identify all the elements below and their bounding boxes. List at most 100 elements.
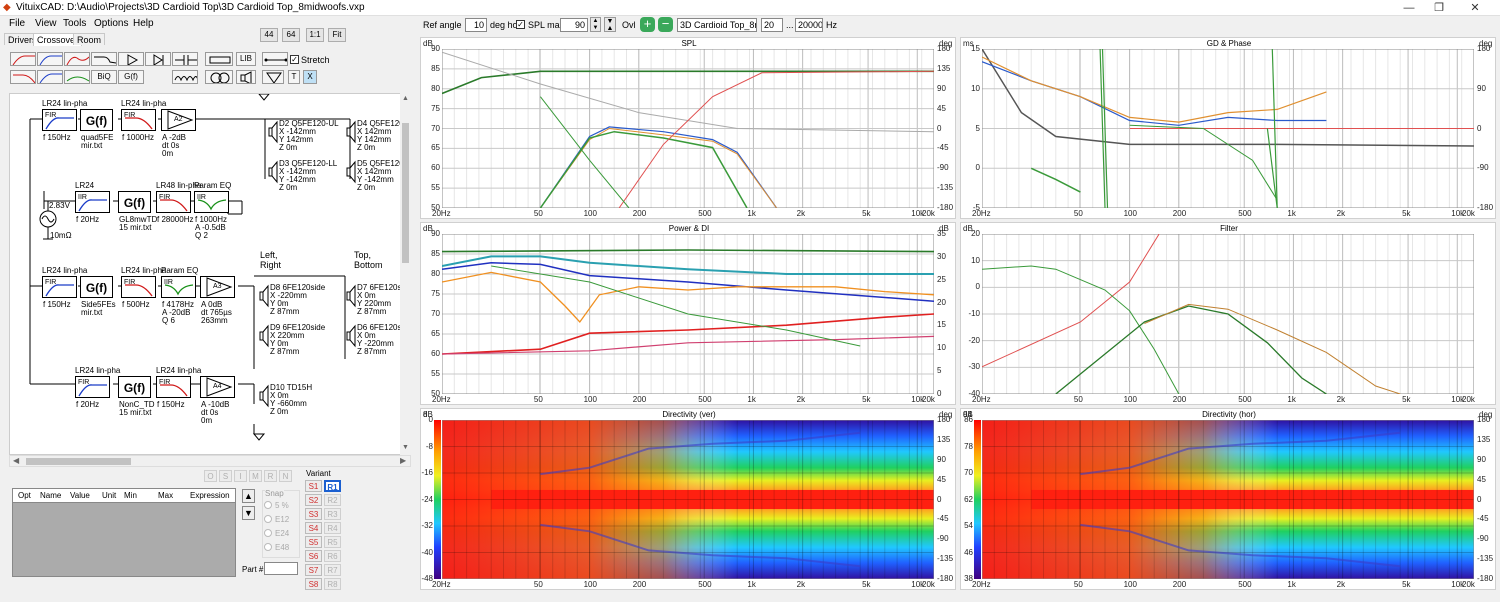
- biquad-tool[interactable]: BiQ: [91, 70, 117, 84]
- crossover-block-gf[interactable]: G(f): [80, 109, 113, 131]
- variant-r-button[interactable]: R8: [324, 578, 341, 590]
- bp-filter-tool[interactable]: [37, 52, 63, 66]
- crossover-block-hp[interactable]: IIR: [75, 191, 110, 213]
- ground-tool[interactable]: [262, 70, 284, 84]
- schematic-horizontal-scrollbar[interactable]: ◀ ▶: [9, 455, 411, 467]
- capacitor-tool[interactable]: [172, 52, 198, 66]
- speaker-driver-icon[interactable]: [346, 284, 356, 310]
- resistor-tool[interactable]: [205, 52, 233, 66]
- spl-max-spinner[interactable]: ▲ ▼: [590, 17, 601, 32]
- hp-filter-tool[interactable]: [10, 52, 36, 66]
- variant-r-button[interactable]: R2: [324, 494, 341, 506]
- crossover-block-lp[interactable]: FIR: [121, 109, 156, 131]
- lp2-filter-tool[interactable]: [37, 70, 63, 84]
- transformer-tool[interactable]: [205, 70, 233, 84]
- gf-tool[interactable]: G(f): [118, 70, 144, 84]
- variant-s-button[interactable]: S5: [305, 536, 322, 548]
- freq-to-input[interactable]: 20000: [795, 18, 823, 32]
- crossover-block-hp[interactable]: FIR: [42, 276, 77, 298]
- menu-view[interactable]: View: [35, 18, 57, 29]
- plot-area[interactable]: [982, 420, 1474, 579]
- variant-r-button[interactable]: R5: [324, 536, 341, 548]
- variant-r-button[interactable]: R7: [324, 564, 341, 576]
- overlay-select[interactable]: 3D Cardioid Top_8midw: [677, 18, 757, 32]
- scale-64-button[interactable]: 64: [282, 28, 300, 42]
- shelf-tool[interactable]: [91, 52, 117, 66]
- freq-from-input[interactable]: 20: [761, 18, 783, 32]
- menu-tools[interactable]: Tools: [63, 18, 87, 29]
- variant-r-button[interactable]: R4: [324, 522, 341, 534]
- add-overlay-icon[interactable]: +: [640, 17, 655, 32]
- chart-panel-dir-hor[interactable]: Directivity (hor) dB deg 86 78 70 62 54 46 38 180 1…: [960, 408, 1496, 590]
- crossover-block-gf[interactable]: G(f): [80, 276, 113, 298]
- delete-tool[interactable]: X: [303, 70, 317, 84]
- chart-panel-dir-ver[interactable]: Directivity (ver) dB deg 0 -8 -16 -24 -32 -40 -48…: [420, 408, 956, 590]
- peq-tool[interactable]: [64, 70, 90, 84]
- chart-panel-spl[interactable]: SPL dB deg 90 85 80 75 70 65 60 55 50 180 135 90 45 0 -45…: [420, 37, 956, 219]
- variant-r-button[interactable]: R1: [324, 480, 341, 492]
- opt-mode-button-m[interactable]: M: [249, 470, 262, 482]
- speaker-driver-icon[interactable]: [346, 160, 356, 186]
- plot-area[interactable]: [982, 49, 1474, 208]
- variant-s-button[interactable]: S7: [305, 564, 322, 576]
- part-number-input[interactable]: [264, 562, 298, 575]
- crossover-block-gf[interactable]: G(f): [118, 376, 151, 398]
- opt-mode-button-r[interactable]: R: [264, 470, 277, 482]
- speaker-driver-icon[interactable]: [259, 324, 269, 350]
- crossover-block-eq[interactable]: IIR: [161, 276, 196, 298]
- play-tool[interactable]: [118, 52, 144, 66]
- minimize-button[interactable]: —: [1403, 2, 1415, 14]
- variant-s-button[interactable]: S3: [305, 508, 322, 520]
- spl-max-checkbox[interactable]: ✓: [516, 20, 525, 29]
- crossover-block-lp[interactable]: FIR: [156, 191, 191, 213]
- snap-radio[interactable]: [264, 501, 272, 509]
- speaker-driver-icon[interactable]: [346, 120, 356, 146]
- chart-panel-filter[interactable]: Filter dB 20 10 0 -10 -20 -30 -40 20Hz 50 100 200 500…: [960, 222, 1496, 405]
- chart-panel-gd[interactable]: GD & Phase ms deg 15 10 5 0 -5 180 90 0 -90 -180 20Hz…: [960, 37, 1496, 219]
- close-button[interactable]: ✕: [1470, 2, 1480, 14]
- snap-radio[interactable]: [264, 529, 272, 537]
- opt-mode-button-s[interactable]: S: [219, 470, 232, 482]
- hp2-filter-tool[interactable]: [10, 70, 36, 84]
- move-up-button[interactable]: ▲: [242, 489, 255, 503]
- tab-room[interactable]: Room: [73, 33, 106, 45]
- optimizer-table[interactable]: Opt Name Value Unit Min Max Expression: [12, 488, 236, 577]
- crossover-block-amp[interactable]: A3: [200, 276, 235, 298]
- menu-options[interactable]: Options: [94, 18, 129, 29]
- plot-area[interactable]: [442, 234, 934, 394]
- inductor-tool[interactable]: [172, 70, 198, 84]
- variant-s-button[interactable]: S8: [305, 578, 322, 590]
- crossover-block-amp[interactable]: A4: [200, 376, 235, 398]
- crossover-block-eq[interactable]: IIR: [194, 191, 229, 213]
- fit-button[interactable]: Fit: [328, 28, 346, 42]
- scale-44-button[interactable]: 44: [260, 28, 278, 42]
- ref-angle-input[interactable]: 10: [465, 18, 487, 32]
- opt-mode-button-o[interactable]: O: [204, 470, 217, 482]
- crossover-block-gf[interactable]: G(f): [118, 191, 151, 213]
- speaker-tool[interactable]: [236, 70, 256, 84]
- crossover-block-lp[interactable]: FIR: [121, 276, 156, 298]
- variant-s-button[interactable]: S6: [305, 550, 322, 562]
- wire-tool[interactable]: [262, 52, 288, 66]
- scale-1to1-button[interactable]: 1:1: [306, 28, 324, 42]
- plot-area[interactable]: [442, 420, 934, 579]
- crossover-block-amp[interactable]: A2: [161, 109, 196, 131]
- opt-mode-button-i[interactable]: I: [234, 470, 247, 482]
- crossover-block-hp[interactable]: FIR: [75, 376, 110, 398]
- opt-mode-button-n[interactable]: N: [279, 470, 292, 482]
- variant-r-button[interactable]: R3: [324, 508, 341, 520]
- snap-radio[interactable]: [264, 515, 272, 523]
- library-button[interactable]: LIB: [236, 52, 256, 66]
- menu-file[interactable]: File: [9, 18, 26, 29]
- plot-area[interactable]: [982, 234, 1474, 394]
- crossover-block-lp[interactable]: FIR: [156, 376, 191, 398]
- spl-max-input[interactable]: 90: [560, 18, 588, 32]
- menu-help[interactable]: Help: [133, 18, 154, 29]
- move-down-button[interactable]: ▼: [242, 506, 255, 520]
- spl-range-spinner[interactable]: ▼ ▲: [604, 17, 616, 32]
- speaker-driver-icon[interactable]: [268, 160, 278, 186]
- plot-area[interactable]: [442, 49, 934, 208]
- snap-radio[interactable]: [264, 543, 272, 551]
- schematic-canvas[interactable]: LR24 lin-pha FIR f 150Hz G(f) quad5FE mir.txt…: [9, 93, 411, 455]
- stretch-checkbox[interactable]: ✓: [290, 55, 299, 64]
